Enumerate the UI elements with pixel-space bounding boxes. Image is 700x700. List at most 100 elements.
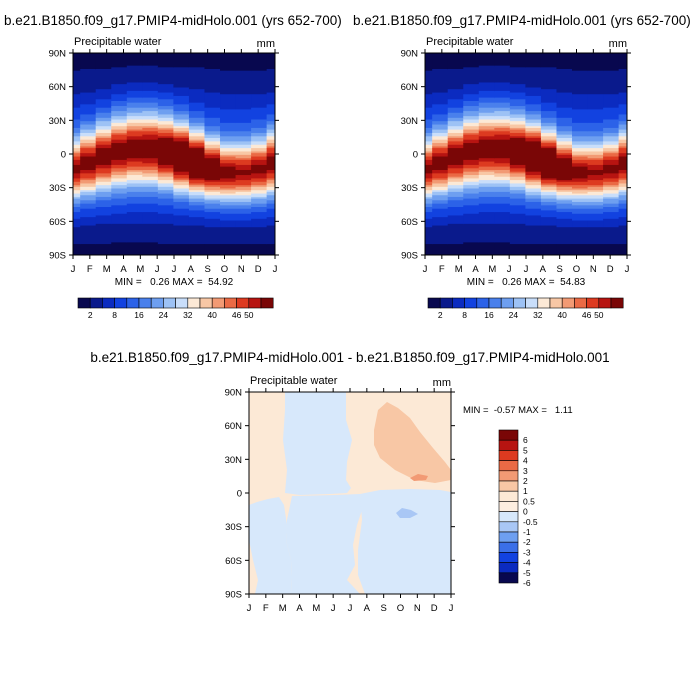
contour-band [142, 180, 160, 185]
contour-band [463, 181, 480, 186]
contour-band [494, 53, 512, 67]
contour-band [220, 122, 237, 132]
contour-band [173, 244, 191, 255]
contour-band [587, 164, 605, 171]
contour-band [463, 67, 480, 85]
contour-band [157, 198, 175, 206]
contour-band [478, 186, 496, 193]
contour-band [142, 126, 160, 129]
contour-band [80, 143, 97, 148]
contour-band [235, 220, 253, 228]
contour-band [463, 84, 480, 95]
y-tick-label: 60S [225, 556, 242, 567]
contour-band [95, 99, 113, 109]
contour-band [494, 196, 512, 205]
contour-band [126, 175, 144, 181]
contour-band [556, 92, 574, 109]
contour-band [494, 169, 512, 174]
contour-band [618, 136, 627, 141]
contour-band [220, 205, 237, 210]
contour-band [251, 159, 268, 166]
x-tick-label: N [414, 603, 421, 614]
colorbar-label: 24 [159, 310, 169, 320]
contour-band [587, 198, 605, 203]
contour-band [603, 107, 620, 121]
contour-band [587, 159, 605, 166]
contour-band [425, 212, 434, 220]
contour-band [73, 94, 82, 109]
contour-band [188, 205, 206, 211]
contour-band [478, 131, 496, 137]
contour-band [463, 171, 480, 176]
contour-band [540, 143, 558, 148]
contour-band [204, 158, 222, 181]
contour-band [173, 175, 191, 180]
colorbar-swatch [598, 297, 612, 309]
contour-band [220, 220, 237, 228]
contour-band [220, 156, 237, 161]
y-tick-label: 90N [401, 49, 419, 60]
y-tick-label: 30S [225, 522, 242, 533]
contour-band [587, 186, 605, 191]
colorbar-swatch [224, 297, 237, 309]
contour-band [618, 186, 627, 191]
y-tick-label: 0 [61, 150, 66, 161]
contour-band [251, 164, 268, 174]
contour-band [251, 190, 268, 195]
contour-band [251, 156, 268, 161]
contour-band [220, 178, 237, 183]
contour-band [80, 129, 97, 134]
diff-negative-region-midyear-south [286, 494, 362, 594]
contour-band [73, 203, 82, 208]
contour-band [251, 107, 268, 121]
contour-band [173, 191, 191, 196]
contour-band [157, 205, 175, 215]
x-tick-label: J [331, 603, 336, 614]
contour-band [235, 180, 253, 186]
colorbar-swatch [126, 297, 140, 309]
contour-band [111, 126, 128, 131]
contour-band [188, 185, 206, 188]
x-tick-label: F [87, 264, 93, 275]
contour-band [220, 131, 237, 137]
contour-band [235, 205, 253, 210]
contour-band [509, 168, 527, 173]
contour-band [618, 156, 627, 171]
contour-band [463, 205, 480, 215]
contour-band [220, 195, 237, 200]
contour-band [432, 183, 449, 188]
contour-band [447, 144, 465, 149]
contour-band [251, 132, 268, 137]
contour-band [204, 92, 222, 109]
contour-band [509, 198, 527, 206]
contour-band [266, 121, 275, 126]
contour-band [478, 112, 496, 117]
contour-band [266, 225, 275, 245]
contour-band [111, 193, 128, 200]
contour-band [494, 65, 512, 84]
colorbar-swatch [498, 552, 519, 563]
contour-band [572, 131, 589, 137]
contour-band [173, 171, 191, 176]
contour-band [572, 208, 589, 215]
colorbar-swatch [561, 297, 575, 309]
contour-band [525, 180, 543, 183]
contour-band [95, 144, 113, 149]
x-tick-label: S [204, 264, 210, 275]
contour-band [572, 193, 589, 196]
contour-band [80, 153, 97, 158]
contour-band [235, 148, 253, 153]
contour-band [111, 178, 128, 183]
contour-band [425, 198, 434, 205]
colorbar-swatch [498, 501, 519, 512]
contour-band [587, 70, 605, 95]
contour-band [80, 92, 97, 105]
contour-band [603, 70, 620, 95]
contour-band [73, 164, 82, 174]
contour-band [587, 195, 605, 200]
contour-band [126, 102, 144, 109]
colorbar-label: 2 [438, 310, 443, 320]
colorbar-swatch [513, 297, 526, 309]
